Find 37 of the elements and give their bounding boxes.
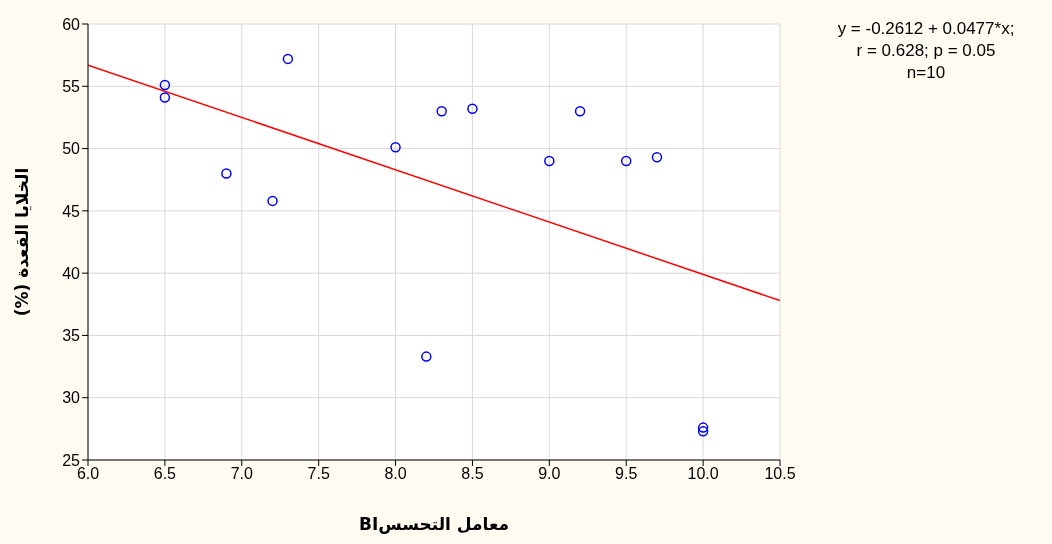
x-tick-label: 6.0	[76, 465, 100, 483]
text: y = -0.2612 + 0.0477*x;	[836, 18, 1016, 40]
point	[221, 168, 232, 179]
x-tick-label: 7.0	[230, 465, 253, 483]
point	[574, 105, 586, 117]
x-tick-label: 8.0	[384, 465, 407, 483]
x-tick-label: 10.0	[687, 465, 719, 483]
x-tick-label: 9.5	[615, 465, 638, 483]
point	[267, 195, 278, 207]
text: n=10	[905, 62, 947, 84]
point	[544, 155, 555, 167]
x-tick-label: 7.5	[307, 465, 330, 483]
y-tick-label: 35	[62, 327, 81, 345]
y-tick-label: 40	[62, 264, 81, 282]
x-tick-label: 10.5	[764, 465, 796, 483]
y-tick-label: 55	[62, 77, 81, 95]
y-tick-label: 30	[62, 389, 81, 407]
point	[421, 351, 432, 362]
text: r = 0.628; p = 0.05	[855, 40, 997, 62]
point	[159, 79, 171, 91]
x-tick-label: 9.0	[538, 465, 561, 483]
point	[651, 152, 663, 163]
y-tick-label: 50	[62, 140, 81, 158]
point	[282, 53, 294, 65]
point	[390, 142, 401, 153]
x-axis-title: معامل التحسسBI	[357, 514, 511, 534]
point	[159, 92, 171, 103]
point	[620, 155, 632, 167]
y-tick-label: 60	[62, 15, 81, 33]
point	[697, 426, 709, 437]
point	[697, 422, 709, 433]
point	[436, 105, 447, 117]
point	[467, 103, 478, 114]
x-tick-label: 6.5	[153, 465, 177, 483]
y-axis-title: الخلايا القعدة (%)	[12, 167, 32, 317]
y-tick-label: 45	[62, 202, 81, 220]
x-tick-label: 8.5	[461, 465, 484, 483]
